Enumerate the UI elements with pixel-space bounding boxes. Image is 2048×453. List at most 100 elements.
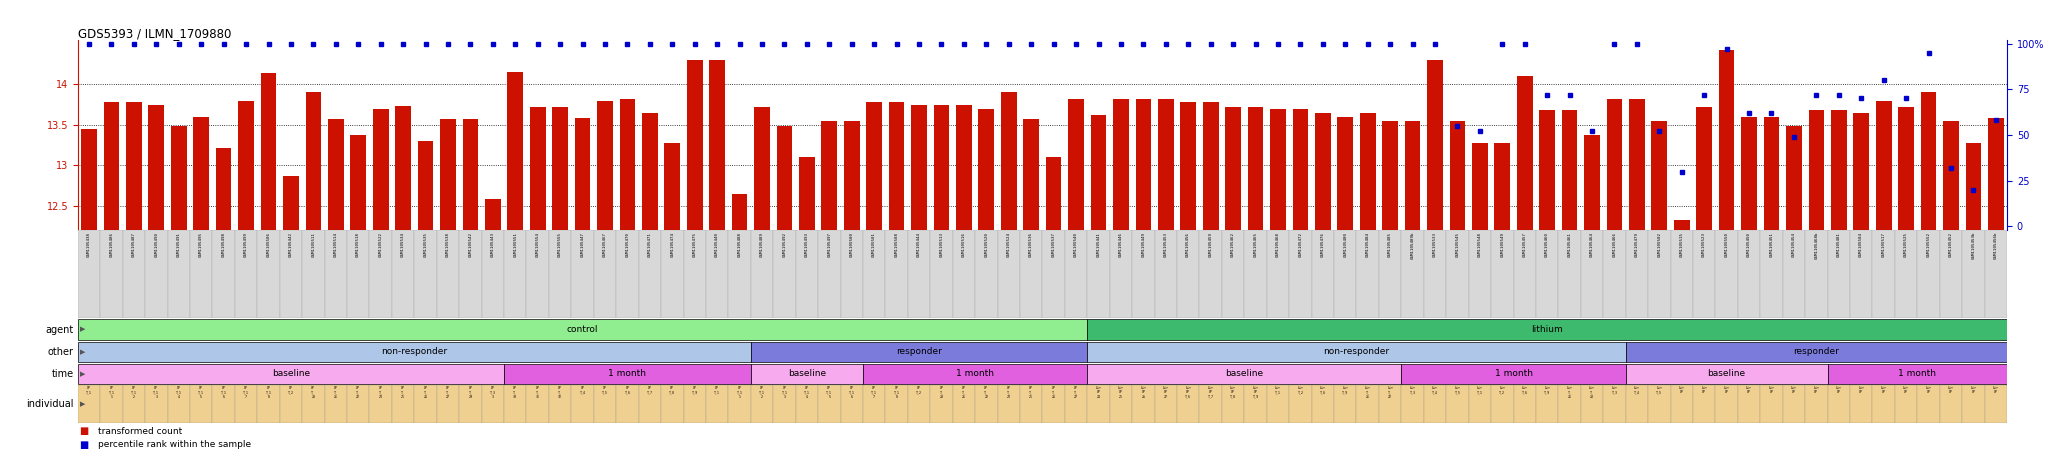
Bar xyxy=(1200,385,1223,423)
Text: GSM1105525: GSM1105525 xyxy=(1905,232,1909,257)
Bar xyxy=(1581,385,1604,423)
Text: GSM1105453b: GSM1105453b xyxy=(1972,232,1976,260)
Text: GSM1105554: GSM1105554 xyxy=(537,232,541,257)
Text: GSM1105489b: GSM1105489b xyxy=(1411,232,1415,260)
Text: GSM1105461: GSM1105461 xyxy=(1567,232,1571,257)
Bar xyxy=(729,230,752,318)
Text: time: time xyxy=(51,369,74,379)
Text: OP
T_1
1: OP T_1 1 xyxy=(109,386,115,399)
Bar xyxy=(190,385,213,423)
Bar xyxy=(526,230,549,318)
Bar xyxy=(930,385,952,423)
Bar xyxy=(752,364,862,384)
Bar xyxy=(150,105,164,230)
Bar xyxy=(324,385,346,423)
Bar xyxy=(1450,121,1464,230)
Bar xyxy=(346,230,369,318)
Text: Li+
OP: Li+ OP xyxy=(1993,386,1999,395)
Bar xyxy=(504,364,752,384)
Bar xyxy=(1739,230,1761,318)
Text: GSM1105446: GSM1105446 xyxy=(1118,232,1122,257)
Bar xyxy=(1827,364,2007,384)
Bar xyxy=(616,385,639,423)
Text: percentile rank within the sample: percentile rank within the sample xyxy=(98,440,252,449)
Bar xyxy=(840,385,862,423)
Bar xyxy=(1247,107,1264,230)
Bar xyxy=(1604,230,1626,318)
Bar xyxy=(1087,342,1626,362)
Bar xyxy=(1135,99,1151,230)
Bar xyxy=(997,230,1020,318)
Bar xyxy=(1110,385,1133,423)
Text: GSM1105450: GSM1105450 xyxy=(1747,232,1751,257)
Bar xyxy=(1581,230,1604,318)
Bar xyxy=(1898,107,1915,230)
Bar xyxy=(594,385,616,423)
Text: other: other xyxy=(47,347,74,357)
Text: OP
T_1
2: OP T_1 2 xyxy=(131,386,137,399)
Text: GSM1105523: GSM1105523 xyxy=(1702,232,1706,257)
Bar xyxy=(934,105,950,230)
Text: 1 month: 1 month xyxy=(956,369,993,378)
Bar xyxy=(145,385,168,423)
Bar xyxy=(1288,385,1311,423)
Text: 1 month: 1 month xyxy=(608,369,647,378)
Bar xyxy=(571,230,594,318)
Text: GSM1105479: GSM1105479 xyxy=(1634,232,1638,257)
Text: GSM1105459: GSM1105459 xyxy=(1208,232,1212,257)
Bar xyxy=(238,101,254,230)
Bar xyxy=(1245,385,1268,423)
Text: OP
T_5: OP T_5 xyxy=(602,386,608,395)
Bar xyxy=(1849,385,1872,423)
Text: Li+
T_9: Li+ T_9 xyxy=(1544,386,1550,395)
Text: OP
T_
20: OP T_ 20 xyxy=(940,386,944,399)
Bar xyxy=(1671,230,1694,318)
Bar xyxy=(1001,92,1016,230)
Bar xyxy=(1985,385,2007,423)
Bar xyxy=(911,105,928,230)
Bar xyxy=(1559,230,1581,318)
Text: Li+
OP: Li+ OP xyxy=(1724,386,1731,395)
Text: OP
T_1
6: OP T_1 6 xyxy=(221,386,227,399)
Text: GSM1105449: GSM1105449 xyxy=(1141,232,1145,257)
Bar xyxy=(369,230,391,318)
Bar xyxy=(369,385,391,423)
Bar xyxy=(1606,99,1622,230)
Text: GSM1105548: GSM1105548 xyxy=(1479,232,1483,257)
Bar xyxy=(1536,230,1559,318)
Bar xyxy=(1202,102,1219,230)
Text: Li+
OP: Li+ OP xyxy=(1812,386,1819,395)
Bar xyxy=(797,385,817,423)
Bar xyxy=(1178,230,1200,318)
Bar xyxy=(1491,230,1513,318)
Bar xyxy=(481,230,504,318)
Bar xyxy=(1069,99,1083,230)
Bar xyxy=(1155,230,1178,318)
Text: GSM1105468b: GSM1105468b xyxy=(1815,232,1819,260)
Bar xyxy=(752,230,774,318)
Bar xyxy=(707,230,729,318)
Bar xyxy=(1804,230,1827,318)
Text: OP
T_
26: OP T_ 26 xyxy=(424,386,428,399)
Bar xyxy=(305,92,322,230)
Bar xyxy=(463,119,479,230)
Text: ▶: ▶ xyxy=(80,327,86,333)
Text: GSM1105524: GSM1105524 xyxy=(1008,232,1012,257)
Text: GSM1105476: GSM1105476 xyxy=(1321,232,1325,257)
Text: OP
T_
31: OP T_ 31 xyxy=(537,386,541,399)
Bar xyxy=(1872,385,1894,423)
Bar xyxy=(1087,364,1401,384)
Text: agent: agent xyxy=(45,324,74,335)
Bar xyxy=(731,194,748,230)
Bar xyxy=(616,230,639,318)
Text: GSM1105500: GSM1105500 xyxy=(850,232,854,257)
Bar xyxy=(1649,230,1671,318)
Text: Li+
OP: Li+ OP xyxy=(1835,386,1841,395)
Bar xyxy=(1337,117,1354,230)
Text: GSM1105538: GSM1105538 xyxy=(446,232,451,257)
Bar xyxy=(1401,364,1626,384)
Text: ▶: ▶ xyxy=(80,349,86,355)
Text: GSM1105506: GSM1105506 xyxy=(266,232,270,257)
Text: GSM1105452: GSM1105452 xyxy=(1950,232,1954,257)
Bar xyxy=(664,143,680,230)
